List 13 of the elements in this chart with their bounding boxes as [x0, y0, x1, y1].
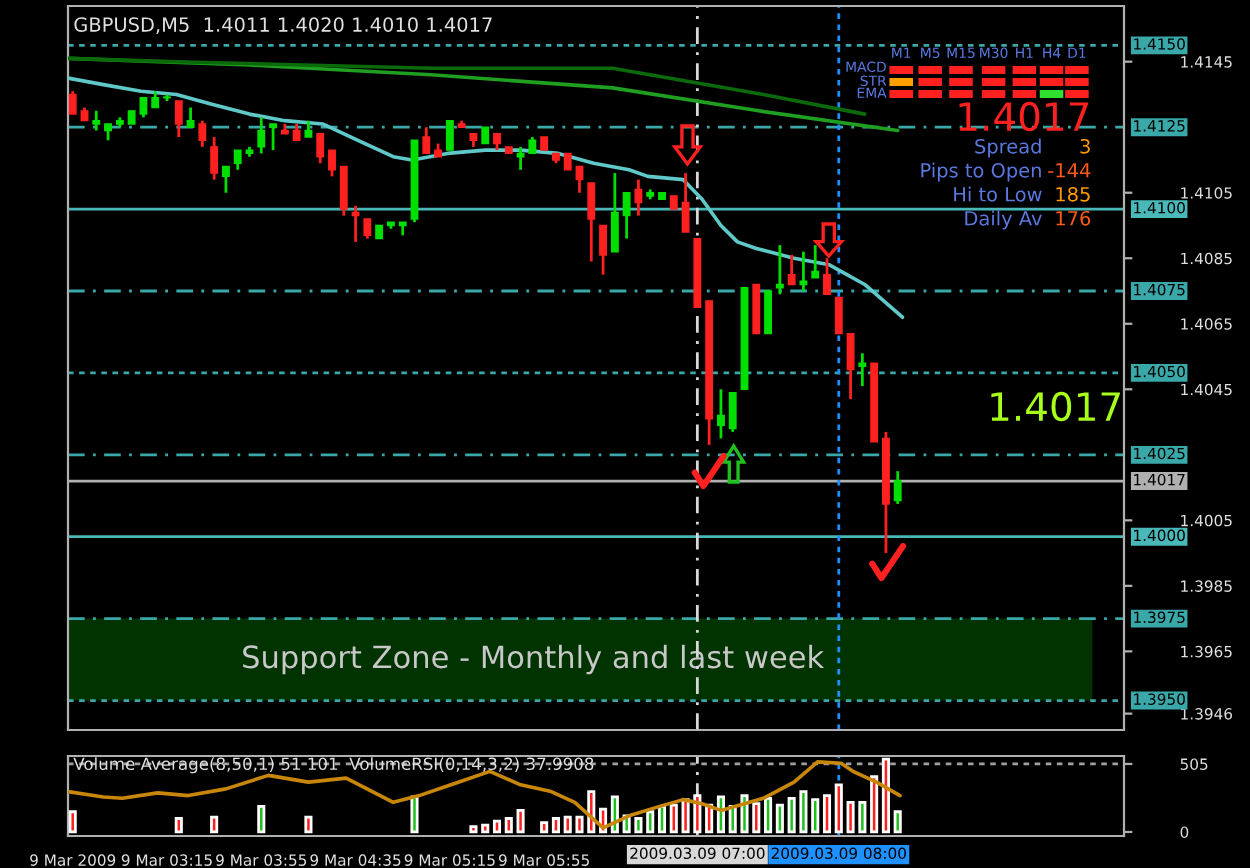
- annotation: 1.4017: [959, 101, 1089, 132]
- annotation: Spread: [975, 138, 1041, 158]
- chart-title: Volume Average(8,50,1) 51 101 VolumeRSI(0,14,3,2) 37.9908: [73, 757, 594, 774]
- annotation: Daily Av: [965, 210, 1042, 230]
- annotation: 185: [1056, 186, 1090, 202]
- annotation: -144: [1048, 163, 1091, 178]
- text: GBPUSD,M5 1.4011 1.4020 1.4010 1.4017: [74, 17, 492, 34]
- annotation: 176: [1056, 210, 1091, 226]
- annotation: 3: [1080, 138, 1090, 154]
- annotation: 1.4017: [991, 391, 1120, 422]
- annotation: Pips to Open: [921, 162, 1041, 182]
- band-label: Support Zone - Monthly and last week: [243, 644, 825, 675]
- annotation: Hi to Low: [954, 186, 1042, 202]
